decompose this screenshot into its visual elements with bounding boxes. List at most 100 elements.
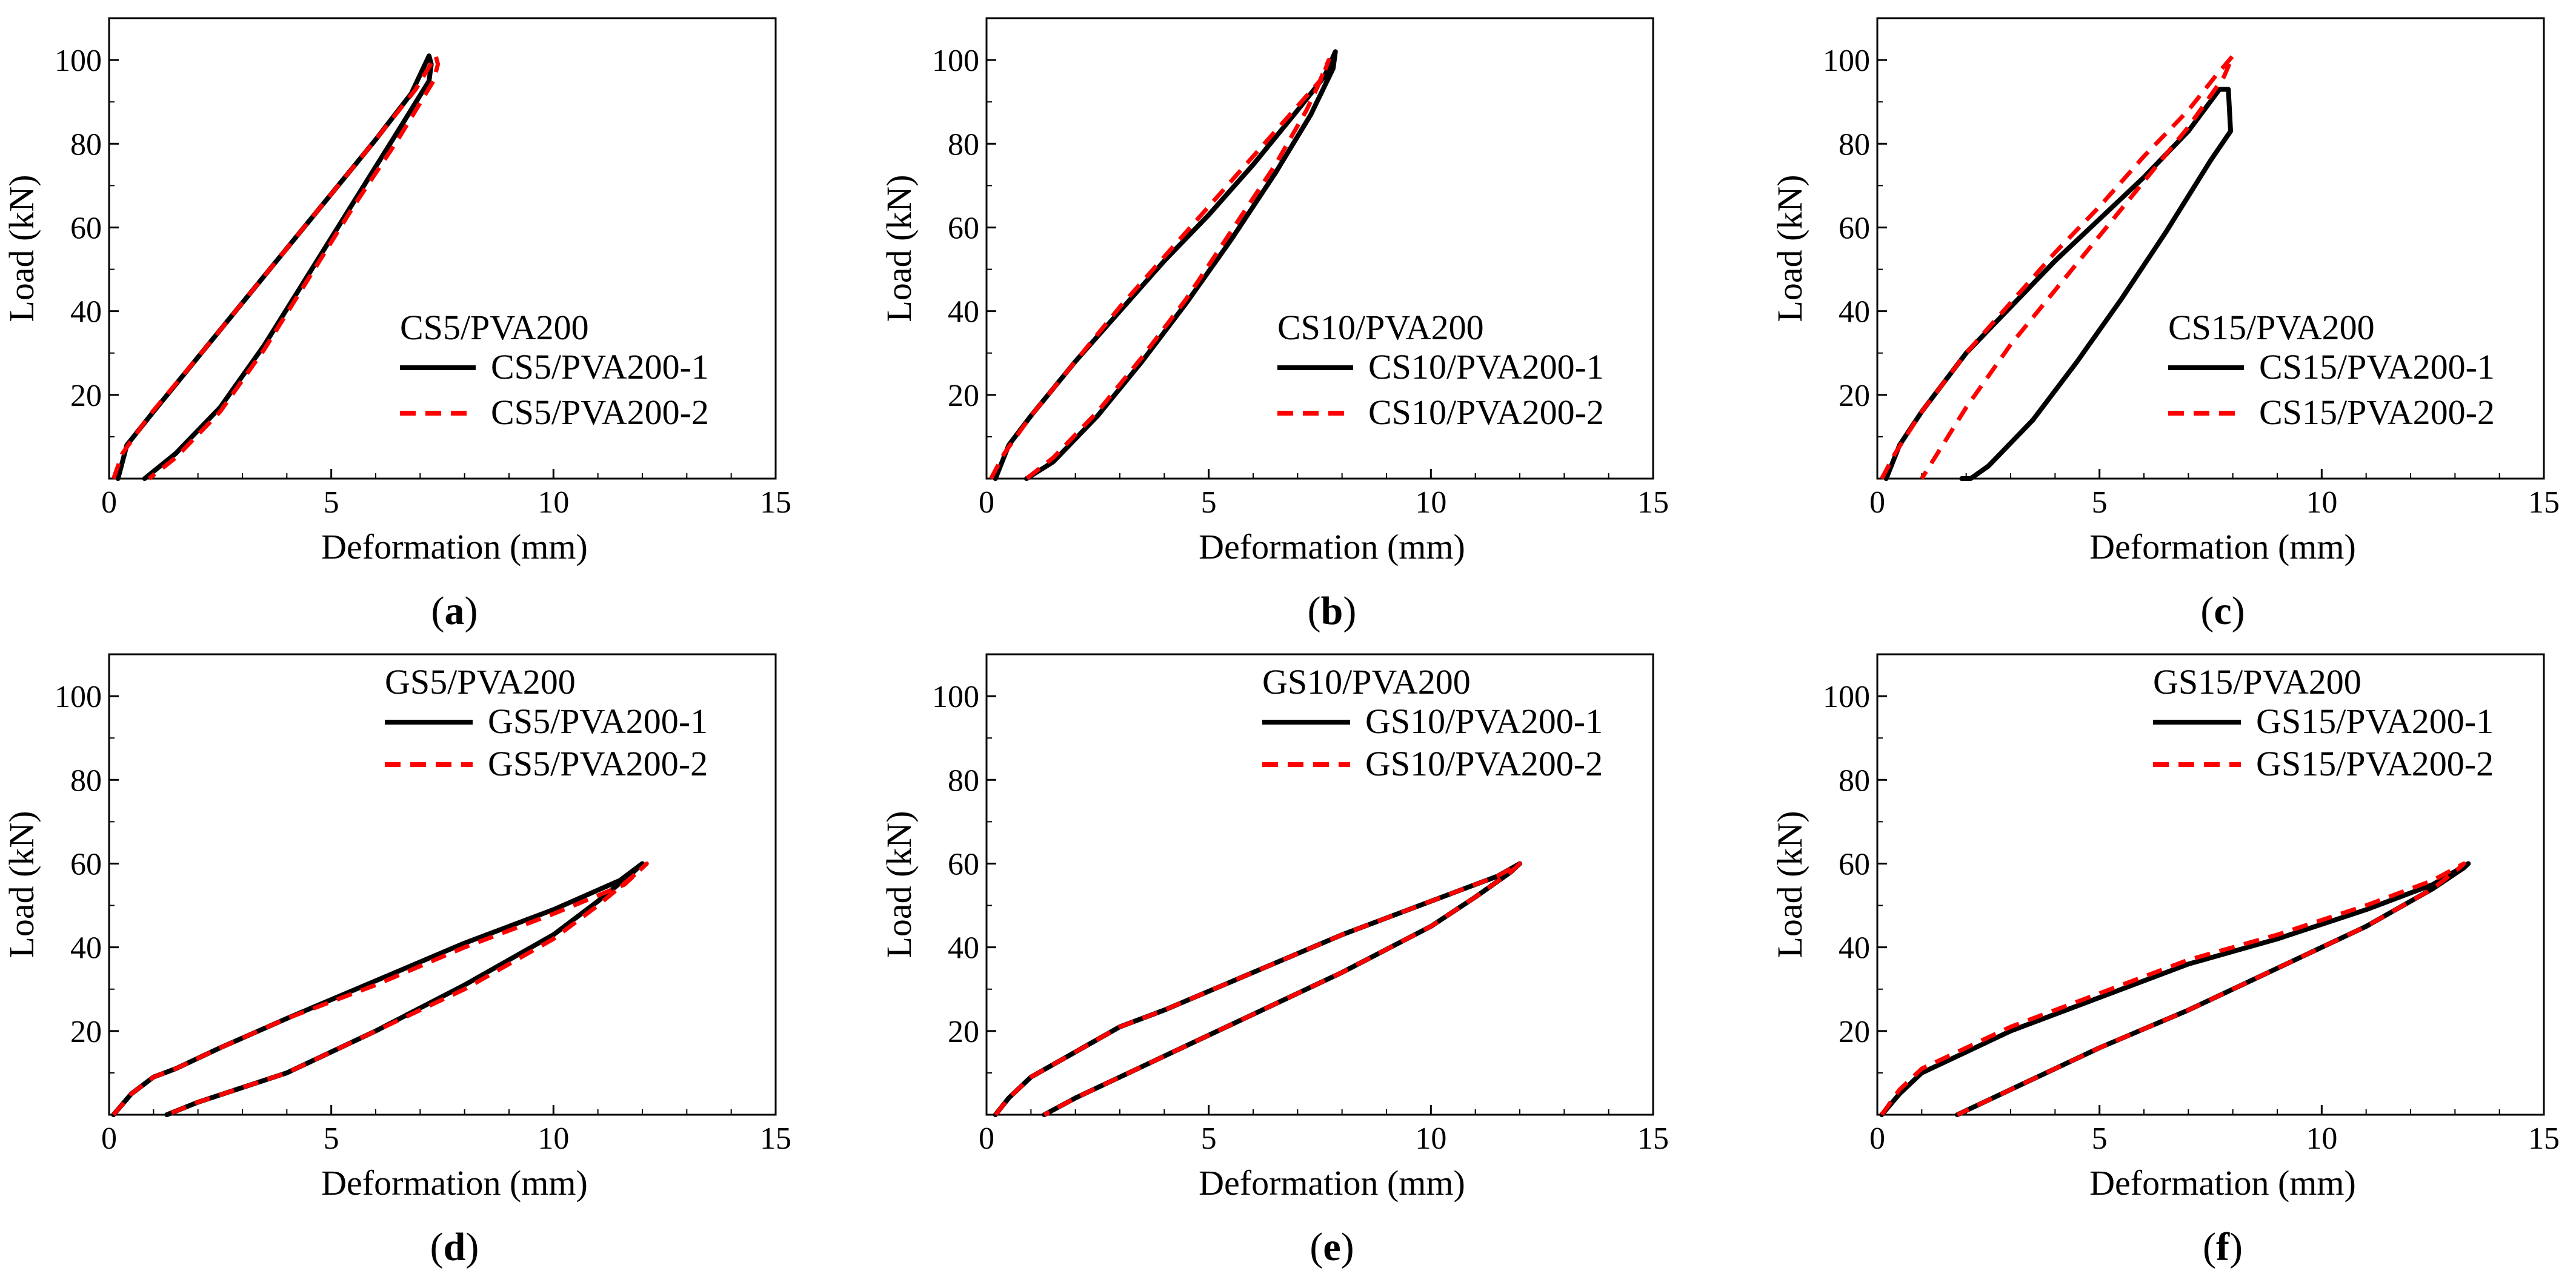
x-axis-label: Deformation (mm): [2089, 527, 2356, 566]
x-tick-label: 5: [324, 485, 339, 520]
y-tick-label: 20: [948, 1015, 979, 1049]
x-tick-label: 10: [537, 1121, 569, 1156]
series-line-2: [989, 58, 1331, 480]
x-tick-label: 0: [101, 1121, 117, 1156]
legend-label-1: GS10/PVA200-1: [1365, 702, 1603, 741]
plot-frame: [1876, 17, 2545, 480]
x-tick-label: 15: [2528, 485, 2560, 520]
x-tick-label: 5: [1201, 1121, 1217, 1156]
x-axis-label: Deformation (mm): [321, 527, 588, 566]
y-tick-label: 40: [948, 295, 979, 330]
chart-panel-c: 0 5 10 15 20 40 60 80 100 Deformation (mm) Load (k…: [1770, 17, 2560, 633]
y-tick-label: 100: [55, 680, 102, 714]
panel-label: (d): [430, 1225, 479, 1269]
y-axis-label: Load (kN): [1770, 174, 1809, 322]
plot-frame: [985, 17, 1654, 480]
x-tick-label: 0: [101, 485, 117, 520]
legend-label-1: GS15/PVA200-1: [2256, 702, 2494, 741]
panel-label: (a): [431, 589, 478, 633]
legend-label-1: CS15/PVA200-1: [2259, 347, 2495, 387]
y-tick-label: 20: [70, 1015, 102, 1049]
x-tick-label: 10: [1415, 485, 1446, 520]
y-tick-label: 80: [70, 763, 102, 798]
legend-title: CS15/PVA200: [2168, 308, 2375, 347]
series-line-1: [1883, 87, 2233, 481]
series-line-2: [1880, 861, 2466, 1117]
x-axis-label: Deformation (mm): [1199, 527, 1465, 566]
panel-label: (f): [2203, 1225, 2243, 1269]
series-line-2: [111, 861, 649, 1117]
x-tick-label: 10: [2306, 485, 2337, 520]
x-tick-label: 0: [979, 1121, 994, 1156]
x-tick-label: 0: [1869, 485, 1885, 520]
panel-label: (c): [2200, 589, 2245, 633]
y-tick-label: 100: [1823, 44, 1870, 78]
chart-panel-d: 0 5 10 15 20 40 60 80 100 Deformation (mm) Load (k…: [2, 653, 791, 1269]
legend-label-2: GS10/PVA200-2: [1365, 744, 1603, 783]
y-tick-label: 40: [948, 931, 979, 966]
series-line-1: [993, 861, 1522, 1117]
x-axis-label: Deformation (mm): [321, 1163, 588, 1203]
x-tick-label: 15: [760, 1121, 791, 1156]
y-tick-label: 60: [1839, 211, 1870, 245]
y-tick-label: 60: [1839, 847, 1870, 881]
legend-title: CS5/PVA200: [400, 308, 589, 347]
y-tick-label: 40: [1839, 295, 1870, 330]
y-axis-label: Load (kN): [2, 174, 41, 322]
x-tick-label: 5: [1201, 485, 1217, 520]
y-tick-label: 20: [1839, 1015, 1870, 1049]
plot-frame: [985, 653, 1654, 1116]
legend-label-2: CS5/PVA200-2: [491, 393, 709, 432]
x-tick-label: 5: [324, 1121, 339, 1156]
x-tick-label: 15: [1637, 485, 1669, 520]
legend-label-1: CS5/PVA200-1: [491, 347, 709, 387]
legend-label-2: GS15/PVA200-2: [2256, 744, 2494, 783]
legend-title: GS15/PVA200: [2153, 662, 2361, 702]
y-axis-label: Load (kN): [1770, 811, 1809, 958]
y-tick-label: 100: [55, 44, 102, 78]
x-tick-label: 0: [979, 485, 994, 520]
y-tick-label: 80: [948, 763, 979, 798]
y-tick-label: 40: [70, 931, 102, 966]
legend-label-1: CS10/PVA200-1: [1368, 347, 1604, 387]
legend-label-2: GS5/PVA200-2: [488, 744, 708, 783]
series-line-2: [111, 53, 441, 480]
y-tick-label: 100: [1823, 680, 1870, 714]
y-tick-label: 60: [948, 211, 979, 245]
plot-frame: [108, 653, 777, 1116]
y-tick-label: 100: [932, 680, 979, 714]
y-tick-label: 100: [932, 44, 979, 78]
y-tick-label: 60: [948, 847, 979, 881]
legend-title: CS10/PVA200: [1277, 308, 1484, 347]
x-tick-label: 15: [1637, 1121, 1669, 1156]
plot-frame: [1876, 653, 2545, 1116]
y-tick-label: 20: [948, 379, 979, 413]
y-tick-label: 80: [1839, 763, 1870, 798]
legend-label-1: GS5/PVA200-1: [488, 702, 708, 741]
x-axis-label: Deformation (mm): [1199, 1163, 1465, 1203]
x-tick-label: 5: [2092, 485, 2108, 520]
series-line-1: [111, 861, 645, 1117]
y-tick-label: 80: [948, 127, 979, 162]
legend-title: GS5/PVA200: [385, 662, 576, 702]
x-tick-label: 10: [1415, 1121, 1446, 1156]
legend-label-2: CS15/PVA200-2: [2259, 393, 2495, 432]
panel-label: (b): [1308, 589, 1357, 633]
x-tick-label: 0: [1869, 1121, 1885, 1156]
y-tick-label: 60: [70, 211, 102, 245]
x-axis-label: Deformation (mm): [2089, 1163, 2356, 1203]
y-axis-label: Load (kN): [2, 811, 41, 958]
series-line-2: [993, 861, 1522, 1117]
legend-title: GS10/PVA200: [1262, 662, 1471, 702]
y-tick-label: 80: [70, 127, 102, 162]
chart-panel-e: 0 5 10 15 20 40 60 80 100 Deformation (mm) Load (k…: [879, 653, 1669, 1269]
panel-label: (e): [1310, 1225, 1354, 1269]
y-tick-label: 60: [70, 847, 102, 881]
series-line-1: [115, 53, 434, 481]
y-tick-label: 80: [1839, 127, 1870, 162]
x-tick-label: 10: [537, 485, 569, 520]
y-tick-label: 40: [70, 295, 102, 330]
chart-panel-f: 0 5 10 15 20 40 60 80 100 Deformation (mm) Load (k…: [1770, 653, 2560, 1269]
plot-frame: [108, 17, 777, 480]
